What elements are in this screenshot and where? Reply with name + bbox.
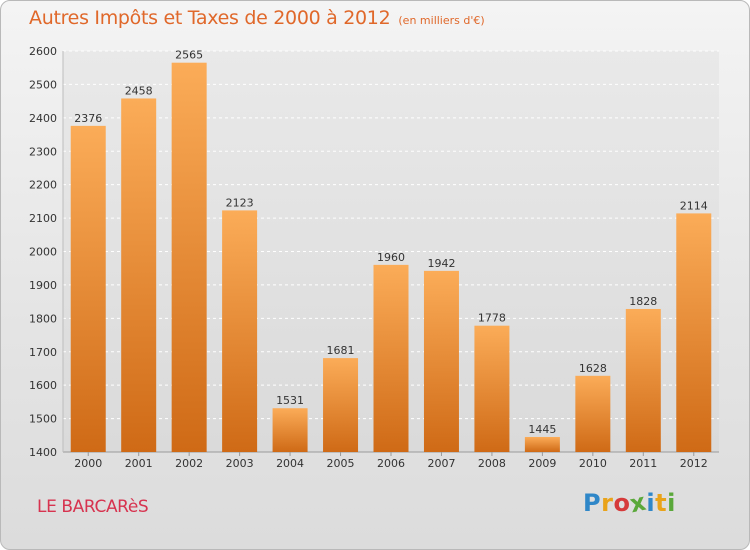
data-label: 2123 [226,196,254,209]
chart-title: Autres Impôts et Taxes de 2000 à 2012 (en… [29,7,485,29]
bar-2002 [171,62,207,453]
y-tick-label: 2100 [29,212,57,225]
logo-letter: P [583,489,602,517]
y-tick-label: 1400 [29,446,57,459]
x-tick-label: 2010 [579,457,607,470]
data-label: 1828 [629,295,657,308]
bar-2009 [524,436,560,452]
bar-2004 [272,408,308,452]
bar-2010 [575,375,611,452]
x-tick-label: 2000 [74,457,102,470]
title-text: Autres Impôts et Taxes de 2000 à 2012 [29,7,391,29]
data-label: 2114 [680,199,708,212]
x-tick-label: 2009 [528,457,556,470]
y-tick-label: 1700 [29,346,57,359]
x-tick-label: 2007 [427,457,455,470]
data-label: 1445 [528,423,556,436]
data-label: 1960 [377,251,405,264]
logo-letter: o [613,489,631,517]
bar-2012 [676,213,712,452]
bar-2008 [474,325,510,452]
logo-letter: r [601,489,614,517]
y-tick-label: 2000 [29,246,57,259]
x-tick-label: 2011 [629,457,657,470]
y-tick-label: 2600 [29,45,57,58]
data-label: 1942 [427,257,455,270]
y-tick-label: 2300 [29,145,57,158]
bar-2005 [323,358,359,452]
x-tick-label: 2003 [226,457,254,470]
bar-2001 [121,98,157,453]
data-label: 1778 [478,312,506,325]
x-tick-label: 2008 [478,457,506,470]
y-tick-label: 1800 [29,312,57,325]
bar-2003 [222,210,258,452]
bar-2000 [70,125,106,452]
data-label: 1531 [276,394,304,407]
y-tick-label: 2500 [29,78,57,91]
y-tick-label: 2200 [29,179,57,192]
chart-subtitle: (en milliers d'€) [398,14,485,27]
logo-letter: i [646,489,656,517]
x-tick-label: 2001 [125,457,153,470]
x-tick-label: 2004 [276,457,304,470]
data-label: 2458 [125,84,153,97]
bar-2011 [625,308,661,452]
y-tick-label: 1500 [29,413,57,426]
logo-letter: i [667,489,676,517]
x-tick-label: 2002 [175,457,203,470]
label-layer: 2376 2458 2565 2123 1531 1681 1960 1942 1778 1445… [74,49,708,436]
bar-layer [70,62,712,453]
data-label: 1681 [327,344,355,357]
x-tick-label: 2006 [377,457,405,470]
data-label: 1628 [579,362,607,375]
place-name: LE BARCARèS [37,497,149,517]
x-tick-label: 2005 [327,457,355,470]
x-tick-label: 2012 [680,457,708,470]
logo-letter: t [655,489,668,517]
data-label: 2565 [175,49,203,62]
axis-layer: 1400 1500 1600 1700 1800 1900 2000 2100 2200 2300… [29,45,719,470]
y-tick-label: 2400 [29,112,57,125]
bar-2006 [373,264,409,452]
data-label: 2376 [74,112,102,125]
bar-2007 [423,270,459,452]
y-tick-label: 1600 [29,379,57,392]
proxiti-logo[interactable]: Proxiti [583,488,676,519]
y-tick-label: 1900 [29,279,57,292]
